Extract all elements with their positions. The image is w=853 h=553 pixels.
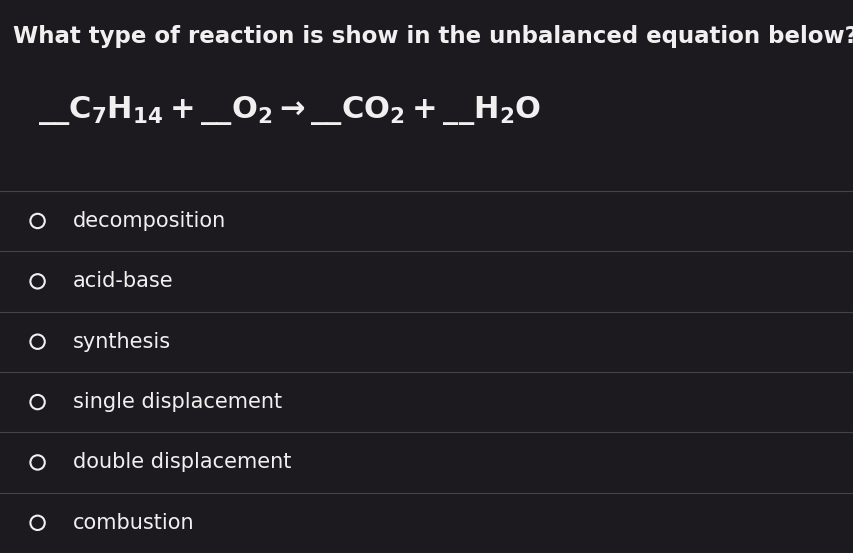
Text: What type of reaction is show in the unbalanced equation below?: What type of reaction is show in the unb… [13,25,853,48]
Text: decomposition: decomposition [73,211,225,231]
Text: synthesis: synthesis [73,332,171,352]
Text: double displacement: double displacement [73,452,291,472]
Text: acid-base: acid-base [73,272,173,291]
Text: single displacement: single displacement [73,392,281,412]
Text: $\mathbf{\_\_C_7H_{14} + \_\_O_2 \rightarrow \_\_CO_2 + \_\_H_2O}$: $\mathbf{\_\_C_7H_{14} + \_\_O_2 \righta… [38,94,541,127]
Text: combustion: combustion [73,513,194,533]
